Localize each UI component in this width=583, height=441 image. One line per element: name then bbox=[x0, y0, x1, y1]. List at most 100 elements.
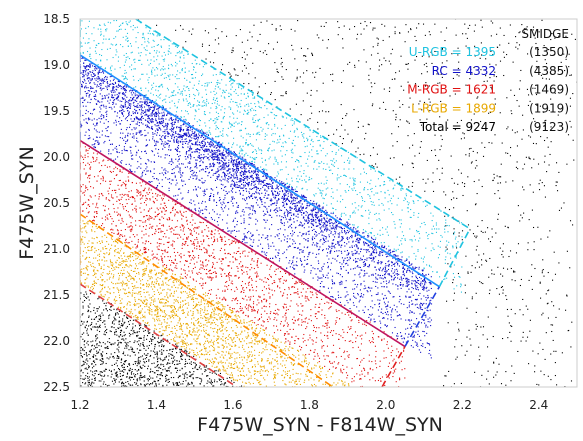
data-point bbox=[243, 113, 245, 115]
data-point bbox=[296, 204, 298, 206]
data-point bbox=[192, 104, 195, 106]
data-point bbox=[430, 299, 432, 301]
data-point bbox=[317, 212, 319, 214]
data-point bbox=[399, 284, 402, 286]
data-point bbox=[129, 90, 131, 92]
data-point bbox=[147, 40, 149, 42]
data-point bbox=[264, 219, 266, 221]
data-point bbox=[419, 283, 421, 286]
data-point bbox=[180, 128, 182, 130]
data-point bbox=[85, 27, 87, 29]
data-point bbox=[308, 252, 310, 254]
data-point bbox=[141, 63, 143, 65]
data-point bbox=[446, 240, 448, 242]
data-point bbox=[99, 79, 101, 81]
data-point bbox=[351, 188, 353, 190]
data-point bbox=[350, 227, 352, 229]
data-point bbox=[204, 144, 206, 147]
data-point bbox=[255, 169, 257, 171]
data-point bbox=[235, 212, 237, 214]
data-point bbox=[372, 250, 375, 252]
data-point bbox=[363, 232, 365, 234]
data-point bbox=[305, 210, 307, 213]
data-point bbox=[235, 172, 237, 174]
data-point bbox=[254, 157, 256, 159]
data-point bbox=[164, 168, 166, 170]
data-point bbox=[198, 129, 200, 131]
data-point bbox=[106, 48, 109, 50]
data-point bbox=[423, 278, 426, 280]
data-point bbox=[327, 277, 329, 279]
data-point bbox=[395, 249, 397, 251]
data-point bbox=[422, 201, 424, 203]
data-point bbox=[84, 86, 86, 88]
data-point bbox=[207, 133, 209, 136]
data-point bbox=[437, 257, 439, 259]
data-point bbox=[318, 262, 320, 264]
data-point bbox=[102, 82, 104, 84]
data-point bbox=[377, 278, 379, 280]
data-point bbox=[436, 228, 438, 230]
data-point bbox=[205, 148, 207, 150]
data-point bbox=[125, 72, 127, 74]
data-point bbox=[127, 134, 129, 136]
data-point bbox=[121, 107, 123, 109]
data-point bbox=[362, 309, 364, 311]
data-point bbox=[303, 271, 305, 273]
data-point bbox=[274, 123, 276, 125]
data-point bbox=[128, 58, 131, 60]
data-point bbox=[232, 160, 235, 162]
data-point bbox=[305, 263, 308, 265]
data-point bbox=[343, 161, 345, 163]
data-point bbox=[423, 256, 425, 258]
data-point bbox=[440, 234, 442, 237]
data-point bbox=[429, 349, 431, 351]
data-point bbox=[288, 186, 291, 188]
data-point bbox=[201, 145, 203, 147]
data-point bbox=[140, 130, 142, 132]
data-point bbox=[399, 295, 401, 297]
data-point bbox=[91, 119, 93, 121]
data-point bbox=[119, 100, 121, 102]
data-point bbox=[255, 196, 257, 198]
data-point bbox=[204, 193, 206, 195]
data-point bbox=[270, 111, 272, 113]
data-point bbox=[248, 214, 250, 216]
data-point bbox=[195, 63, 197, 65]
data-point bbox=[360, 173, 362, 175]
data-point bbox=[430, 287, 432, 290]
data-point bbox=[187, 136, 190, 138]
data-point bbox=[96, 131, 98, 133]
data-point bbox=[144, 124, 147, 126]
data-point bbox=[173, 136, 175, 138]
data-point bbox=[402, 283, 404, 286]
data-point bbox=[190, 134, 193, 136]
data-point bbox=[347, 272, 349, 274]
data-point bbox=[252, 178, 254, 180]
data-point bbox=[82, 105, 84, 107]
data-point bbox=[194, 135, 196, 137]
data-point bbox=[404, 264, 406, 266]
data-point bbox=[387, 261, 389, 263]
data-point bbox=[249, 207, 251, 209]
data-point bbox=[308, 214, 310, 216]
data-point bbox=[370, 168, 372, 170]
data-point bbox=[335, 160, 337, 162]
data-point bbox=[263, 205, 265, 207]
data-point bbox=[149, 181, 151, 183]
data-point bbox=[209, 132, 211, 134]
data-point bbox=[168, 51, 170, 53]
data-point bbox=[244, 199, 246, 202]
data-point bbox=[207, 175, 209, 177]
data-point bbox=[207, 141, 209, 143]
data-point bbox=[284, 206, 286, 209]
data-point bbox=[222, 201, 224, 203]
data-point bbox=[422, 288, 424, 290]
data-point bbox=[346, 237, 348, 239]
data-point bbox=[407, 207, 409, 209]
data-point bbox=[177, 86, 179, 88]
data-point bbox=[243, 93, 245, 95]
data-point bbox=[320, 161, 323, 163]
data-point bbox=[136, 132, 138, 134]
data-point bbox=[210, 143, 212, 145]
